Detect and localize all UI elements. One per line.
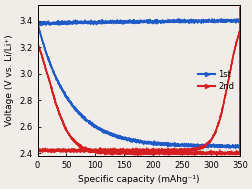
Y-axis label: Voltage (V vs. Li/Li⁺): Voltage (V vs. Li/Li⁺): [5, 34, 14, 126]
Legend: 1st, 2nd: 1st, 2nd: [196, 68, 235, 93]
X-axis label: Specific capacity (mAhg⁻¹): Specific capacity (mAhg⁻¹): [78, 175, 199, 184]
